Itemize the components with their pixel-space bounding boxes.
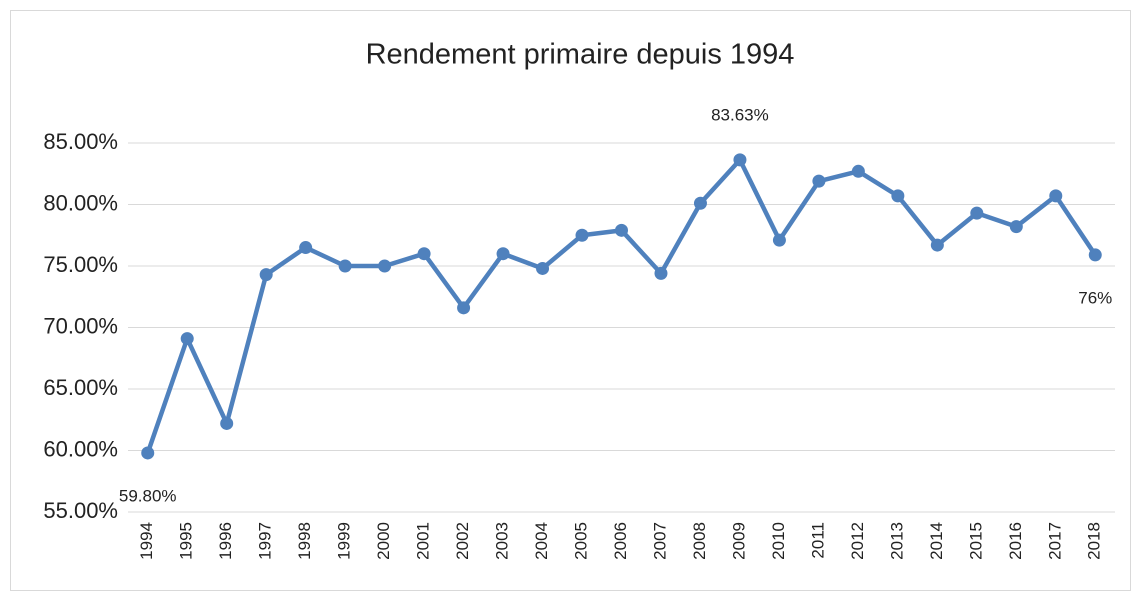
y-tick-label: 60.00%: [43, 436, 118, 461]
x-tick-label: 2003: [493, 522, 512, 560]
data-point: [1049, 189, 1063, 203]
data-point: [733, 153, 747, 167]
data-point: [812, 174, 826, 188]
x-tick-label: 2001: [414, 522, 433, 560]
x-tick-label: 2012: [848, 522, 867, 560]
x-tick-label: 2013: [887, 522, 906, 560]
data-point: [970, 206, 984, 220]
data-point: [141, 446, 155, 460]
x-tick-label: 2010: [769, 522, 788, 560]
x-tick-label: 2002: [453, 522, 472, 560]
data-point: [536, 261, 550, 275]
data-point: [654, 266, 668, 280]
y-tick-label: 70.00%: [43, 313, 118, 338]
x-tick-label: 2008: [690, 522, 709, 560]
chart-border: [10, 10, 1131, 591]
x-tick-label: 1999: [335, 522, 354, 560]
data-point: [575, 228, 589, 242]
x-tick-label: 1995: [177, 522, 196, 560]
data-point: [417, 247, 431, 261]
x-tick-label: 2007: [650, 522, 669, 560]
x-tick-label: 2005: [572, 522, 591, 560]
y-tick-label: 75.00%: [43, 252, 118, 277]
data-point: [1009, 220, 1023, 234]
y-tick-label: 85.00%: [43, 129, 118, 154]
data-point: [338, 259, 352, 273]
x-tick-label: 2011: [808, 522, 827, 559]
data-point: [851, 164, 865, 178]
data-point: [930, 238, 944, 252]
data-point: [220, 416, 234, 430]
data-point: [891, 189, 905, 203]
data-point: [457, 301, 471, 315]
x-tick-label: 2009: [729, 522, 748, 560]
x-tick-label: 2006: [611, 522, 630, 560]
x-tick-label: 2018: [1085, 522, 1104, 560]
x-tick-label: 2017: [1045, 522, 1064, 560]
data-label: 83.63%: [711, 105, 769, 124]
y-tick-label: 80.00%: [43, 190, 118, 215]
data-point: [378, 259, 392, 273]
x-tick-label: 1994: [137, 522, 156, 560]
x-tick-label: 2004: [532, 522, 551, 560]
data-label: 76%: [1078, 288, 1112, 307]
x-tick-label: 2016: [1006, 522, 1025, 560]
x-tick-label: 2015: [966, 522, 985, 560]
data-point: [615, 223, 628, 237]
data-point: [496, 247, 510, 261]
data-label: 59.80%: [119, 486, 177, 505]
data-point: [1088, 248, 1102, 262]
chart-title: Rendement primaire depuis 1994: [366, 39, 795, 71]
y-tick-label: 65.00%: [43, 375, 118, 400]
data-point: [259, 268, 273, 282]
data-point: [299, 241, 313, 255]
x-tick-label: 1997: [256, 522, 275, 560]
data-point: [693, 196, 707, 210]
x-tick-label: 1998: [295, 522, 314, 560]
data-point: [772, 233, 786, 247]
x-tick-label: 2000: [374, 522, 393, 560]
data-point: [180, 332, 194, 346]
x-tick-label: 2014: [927, 522, 946, 560]
x-tick-label: 1996: [216, 522, 235, 560]
y-tick-label: 55.00%: [43, 498, 118, 523]
